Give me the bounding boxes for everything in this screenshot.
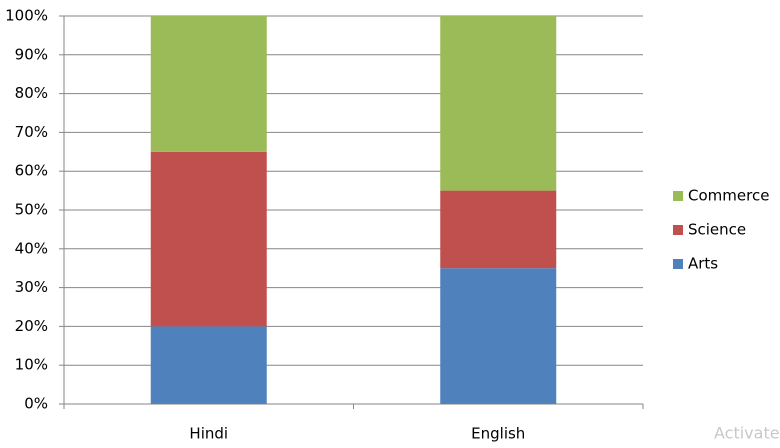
y-tick-label: 20% — [15, 317, 48, 335]
y-tick-label: 30% — [15, 278, 48, 296]
bar-segment — [440, 16, 557, 191]
y-tick-label: 10% — [15, 356, 48, 374]
y-tick-label: 70% — [15, 123, 48, 141]
bar-segment — [150, 16, 267, 152]
legend-swatch — [673, 225, 683, 235]
x-tick-label: English — [471, 425, 525, 443]
y-tick-label: 60% — [15, 162, 48, 180]
x-tick-label: Hindi — [189, 425, 228, 443]
bar-segment — [440, 268, 557, 404]
y-tick-label: 100% — [5, 7, 48, 25]
bar-segment — [440, 190, 557, 269]
y-tick-label: 50% — [15, 201, 48, 219]
y-tick-label: 0% — [24, 395, 48, 413]
bar-segment — [150, 326, 267, 404]
bar-segment — [150, 151, 267, 327]
legend-swatch — [673, 259, 683, 269]
y-tick-label: 90% — [15, 45, 48, 63]
legend-label: Science — [688, 221, 746, 239]
watermark: Activate — [714, 424, 780, 443]
legend-label: Commerce — [688, 187, 769, 205]
legend-label: Arts — [688, 255, 718, 273]
y-tick-label: 40% — [15, 239, 48, 257]
legend-swatch — [673, 191, 683, 201]
y-tick-label: 80% — [15, 84, 48, 102]
